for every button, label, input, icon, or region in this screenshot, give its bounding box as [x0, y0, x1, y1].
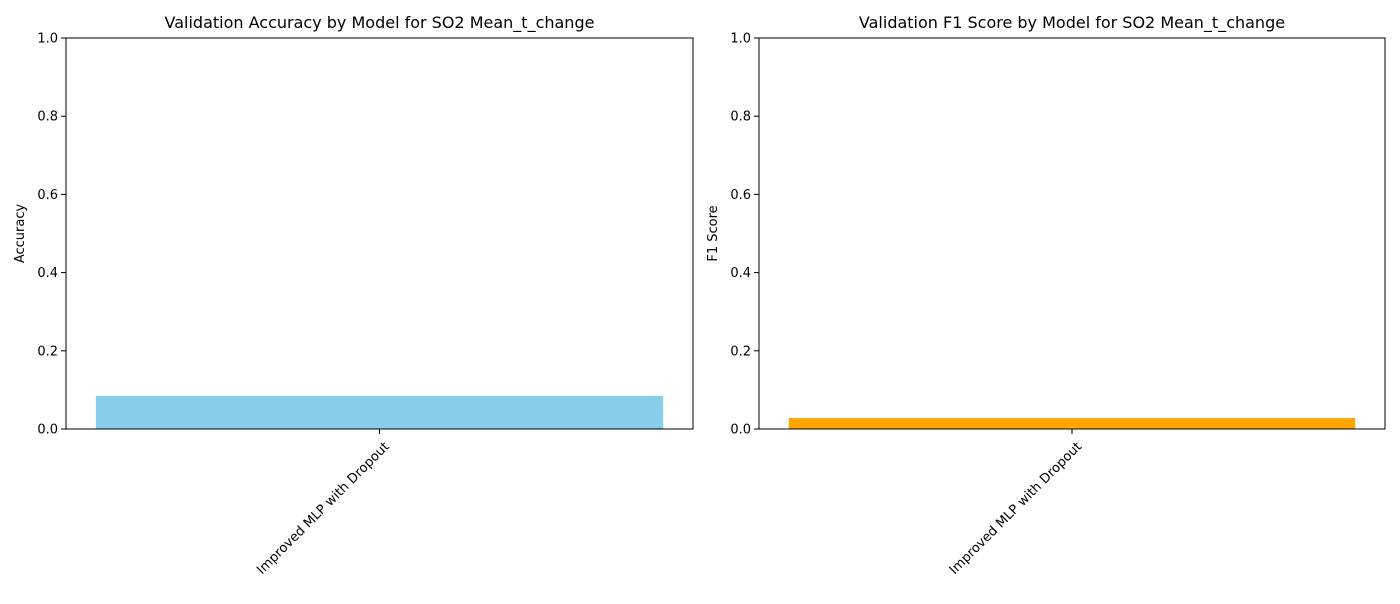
y-tick-label: 1.0 [730, 32, 751, 47]
f1-score-chart: Validation F1 Score by Model for SO2 Mea… [706, 13, 1386, 578]
accuracy-chart: Validation Accuracy by Model for SO2 Mea… [13, 13, 694, 578]
x-tick-label: Improved MLP with Dropout [254, 439, 392, 577]
y-tick-label: 0.4 [730, 266, 751, 281]
y-tick-label: 0.0 [730, 423, 751, 438]
y-tick-label: 0.0 [37, 423, 58, 438]
x-tick-label: Improved MLP with Dropout [947, 439, 1085, 577]
y-tick-label: 0.6 [730, 188, 751, 203]
y-axis-label: F1 Score [706, 205, 721, 261]
y-tick-label: 0.8 [37, 110, 58, 125]
y-tick-label: 0.2 [730, 344, 751, 359]
bar [95, 395, 664, 429]
y-tick-label: 0.4 [37, 266, 58, 281]
bar [788, 418, 1356, 429]
y-tick-label: 0.2 [37, 344, 58, 359]
y-tick-label: 0.6 [37, 188, 58, 203]
plot-frame [65, 37, 694, 430]
chart-title: Validation Accuracy by Model for SO2 Mea… [165, 13, 595, 33]
y-axis-label: Accuracy [13, 204, 28, 264]
y-tick-label: 1.0 [37, 32, 58, 47]
chart-title: Validation F1 Score by Model for SO2 Mea… [859, 13, 1285, 33]
y-tick-label: 0.8 [730, 110, 751, 125]
plot-frame [758, 37, 1386, 430]
